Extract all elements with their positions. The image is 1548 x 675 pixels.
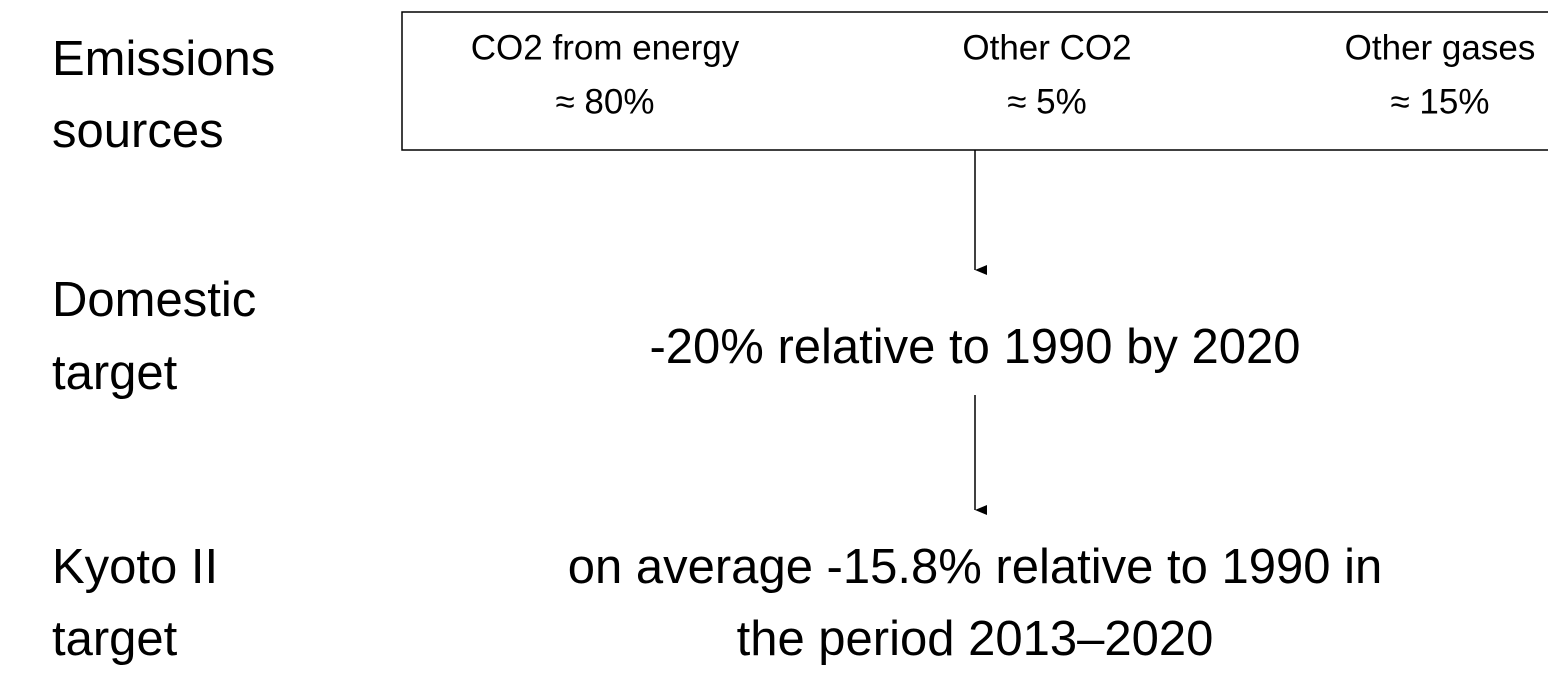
source-share: ≈ 15% [1391, 82, 1490, 121]
target-text: the period 2013–2020 [737, 612, 1214, 666]
source-name: CO2 from energy [471, 28, 740, 67]
row-label: sources [52, 104, 224, 158]
row-label: Domestic [52, 273, 256, 327]
row-label: target [52, 612, 178, 666]
target-text: on average -15.8% relative to 1990 in [568, 540, 1382, 594]
row-label: Kyoto II [52, 540, 218, 594]
source-share: ≈ 80% [556, 82, 655, 121]
sources-box [401, 11, 1548, 151]
source-share: ≈ 5% [1007, 82, 1087, 121]
target-text: -20% relative to 1990 by 2020 [649, 320, 1300, 374]
row-label: Emissions [52, 32, 275, 86]
source-name: Other CO2 [962, 28, 1131, 67]
source-name: Other gases [1345, 28, 1536, 67]
row-label: target [52, 346, 178, 400]
